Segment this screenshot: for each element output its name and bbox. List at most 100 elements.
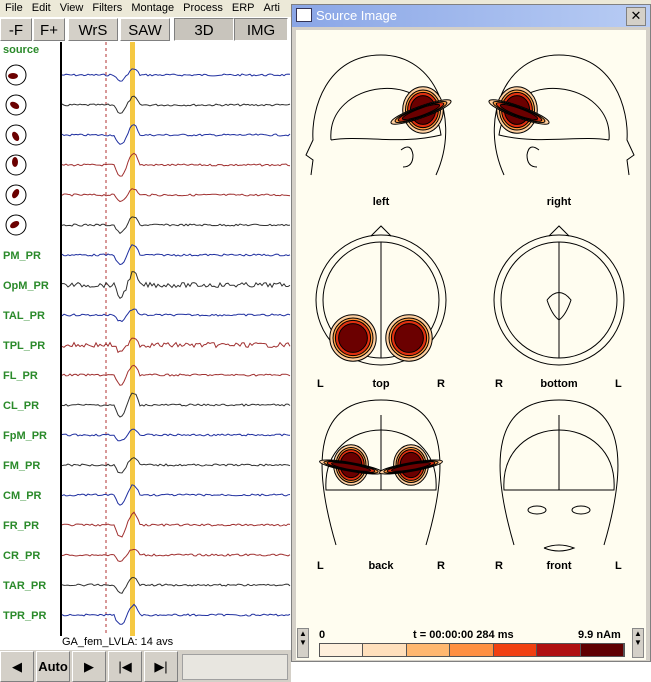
head-profile [305,54,447,176]
source-head-icon [5,94,27,116]
head-view [319,399,443,546]
menu-item[interactable]: Montage [131,2,175,14]
side-label: R [437,560,445,572]
mouth [543,544,576,552]
trace [61,364,291,386]
prev-button[interactable]: ◀ [0,651,34,682]
step-forward-button[interactable]: ▶| [144,651,178,682]
toolbar-button[interactable]: 3D [174,18,234,41]
eye [571,505,591,515]
source-dot [10,221,20,229]
scale-min: 0 [319,629,326,641]
scroll-right[interactable]: ▲ ▼ [632,628,644,658]
head-view [305,54,452,176]
trace [62,271,291,300]
channel-label: FR_PR [3,520,40,532]
channel-label: CR_PR [3,550,41,562]
view-label: back [368,560,394,572]
window-icon [296,8,312,22]
toolbar-button[interactable]: F+ [33,18,65,41]
channel-label: CL_PR [3,400,40,412]
color-swatch [406,644,451,656]
head-view [499,399,619,552]
toolbar-button[interactable]: IMG [234,18,288,41]
color-swatch [450,644,494,656]
channel-label: TAR_PR [3,580,47,592]
head-profile [493,54,635,176]
views [296,30,646,624]
trace [61,337,291,354]
source-head-icon [5,64,27,86]
scale-max: 9.9 nAm [578,629,621,641]
trace [61,244,291,266]
source-head-icon [5,124,27,146]
trace [61,548,291,563]
side-label: R [495,378,503,390]
trace [61,511,291,538]
brainstem [546,292,572,321]
channel-label: FL_PR [3,370,38,382]
source-head-icon [5,214,27,236]
head-outline [315,234,447,366]
brain-outline [500,241,618,359]
source-dot [10,101,20,109]
activation [401,103,441,121]
nose [548,225,570,237]
trace [61,152,291,177]
channel-label: FpM_PR [3,430,47,442]
source-label: source [3,44,40,56]
source-dot [12,157,18,167]
channel-label: FM_PR [3,460,41,472]
menu-item[interactable]: View [59,2,84,14]
scrollbar[interactable] [182,654,288,680]
menu-item[interactable]: Edit [31,2,51,14]
traces [5,42,291,636]
next-button[interactable]: ▶ [72,651,106,682]
close-button[interactable]: ✕ [626,7,646,26]
menu-item[interactable]: Arti [263,2,281,14]
head-outline [499,399,619,546]
menu-item[interactable]: Process [183,2,223,14]
activation [390,462,432,472]
cursor-band [130,42,135,636]
source-head-icon [5,184,27,206]
trace [61,392,291,418]
auto-button[interactable]: Auto [36,651,70,682]
side-label: R [495,560,503,572]
source-dot [8,73,18,79]
view-label: right [546,196,572,208]
channel-label: OpM_PR [3,280,49,292]
color-scale [319,643,625,657]
source-dot [12,189,20,199]
color-swatch [580,644,624,656]
trace [61,216,291,235]
trace [61,124,291,145]
activation [394,323,424,353]
toolbar-button[interactable]: WrS [68,18,118,41]
toolbar-button[interactable]: SAW [120,18,170,41]
side-label: L [317,378,324,390]
activation [330,462,372,472]
side-label: L [317,560,324,572]
step-back-button[interactable]: |◀ [108,651,142,682]
head-outline [321,399,441,546]
activation [499,103,539,121]
scale-time: t = 00:00:00 284 ms [413,629,514,641]
toolbar-button[interactable]: -F [0,18,32,41]
nose [370,225,392,237]
view-label: bottom [540,378,578,390]
head-view [493,225,625,366]
channel-label: TAL_PR [3,310,45,322]
ear [400,146,414,168]
brain-outline [503,429,615,491]
trace [61,188,291,203]
color-swatch [320,644,364,656]
menu-item[interactable]: File [5,2,23,14]
ear [526,146,540,168]
menu-item[interactable]: ERP [231,2,255,14]
scroll-left[interactable]: ▲ ▼ [297,628,309,658]
menu-item[interactable]: Filters [92,2,123,14]
window-title: Source Image [316,8,397,23]
trace [61,428,291,442]
